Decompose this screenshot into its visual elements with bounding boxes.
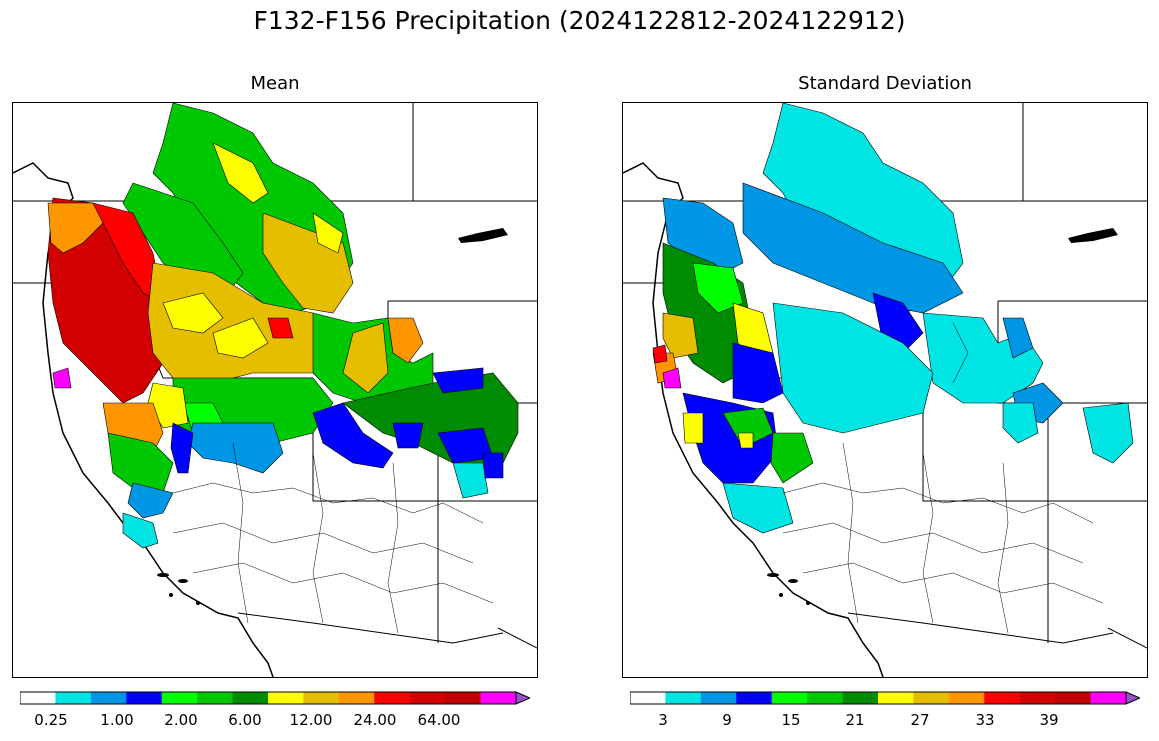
coastline	[623, 162, 884, 677]
mean-colorbar-outline	[19, 691, 516, 705]
std-precip-regions	[652, 103, 1134, 534]
lake-shape	[1068, 228, 1118, 243]
coastline	[13, 162, 274, 677]
mean-colorbar-swatch	[480, 692, 517, 704]
mean-tick-label: 64.00	[417, 711, 461, 729]
mean-colorbar-extend-arrow	[515, 691, 532, 705]
std-tick-label: 15	[781, 711, 801, 729]
mean-tick-label: 12.00	[289, 711, 333, 729]
islands	[767, 573, 810, 605]
std-tick-label: 9	[722, 711, 732, 729]
std-colorbar-svg	[629, 691, 1142, 705]
mean-tick-label: 24.00	[353, 711, 397, 729]
std-colorbar-swatch	[700, 692, 737, 704]
std-colorbar-swatch	[771, 692, 808, 704]
mean-colorbar-swatch	[268, 692, 304, 704]
std-colorbar	[629, 690, 1142, 705]
std-map	[622, 102, 1148, 678]
std-panel-title: Standard Deviation	[798, 73, 972, 94]
std-tick-label: 27	[910, 711, 930, 729]
mean-colorbar-swatch	[303, 692, 340, 704]
std-colorbar-swatch	[913, 692, 950, 704]
mean-colorbar-labels: 0.25 1.00 2.00 6.00 12.00 24.00 64.00	[20, 711, 530, 731]
mean-colorbar-svg	[19, 691, 532, 705]
std-colorbar-swatch	[948, 692, 985, 704]
watershed-outlines	[782, 322, 1104, 634]
mean-map-canvas	[13, 103, 537, 677]
mean-tick-label: 2.00	[164, 711, 198, 729]
std-colorbar-swatch	[1055, 692, 1092, 704]
std-tick-label: 21	[845, 711, 865, 729]
std-tick-label: 33	[975, 711, 995, 729]
std-map-canvas	[623, 103, 1147, 677]
std-colorbar-swatch	[842, 692, 879, 704]
std-colorbar-labels: 3 9 15 21 27 33 39	[630, 711, 1140, 731]
std-colorbar-swatch	[984, 692, 1021, 704]
mean-colorbar-swatch	[374, 692, 411, 704]
mean-colorbar-swatch	[409, 692, 446, 704]
mean-colorbar-swatch	[338, 692, 375, 704]
mean-tick-label: 0.25	[34, 711, 68, 729]
std-colorbar-swatch	[1019, 692, 1056, 704]
mean-colorbar-swatch	[90, 692, 127, 704]
std-colorbar-swatch	[1090, 692, 1127, 704]
mean-precip-regions	[47, 103, 519, 549]
std-colorbar-swatch	[665, 692, 702, 704]
mean-colorbar-swatch	[445, 692, 482, 704]
std-colorbar-swatch	[736, 692, 773, 704]
std-colorbar-extend-arrow	[1125, 691, 1142, 705]
mean-colorbar-swatch	[161, 692, 198, 704]
mean-colorbar-swatch	[55, 692, 92, 704]
std-tick-label: 39	[1039, 711, 1059, 729]
figure-title: F132-F156 Precipitation (2024122812-2024…	[253, 6, 906, 35]
lake-shape	[458, 228, 508, 243]
std-colorbar-outline	[629, 691, 1126, 705]
mean-panel-title: Mean	[250, 73, 300, 94]
watershed-outlines	[172, 442, 494, 634]
mean-tick-label: 1.00	[100, 711, 134, 729]
mean-colorbar-swatch	[126, 692, 163, 704]
mean-colorbar	[19, 690, 532, 705]
std-colorbar-swatch	[878, 692, 914, 704]
std-tick-label: 3	[658, 711, 668, 729]
mean-tick-label: 6.00	[228, 711, 262, 729]
mean-map	[12, 102, 538, 678]
mean-colorbar-swatch	[232, 692, 269, 704]
mean-colorbar-swatch	[20, 692, 56, 704]
mean-colorbar-swatch	[197, 692, 234, 704]
islands	[157, 573, 200, 605]
std-colorbar-swatch	[630, 692, 666, 704]
std-colorbar-swatch	[807, 692, 844, 704]
